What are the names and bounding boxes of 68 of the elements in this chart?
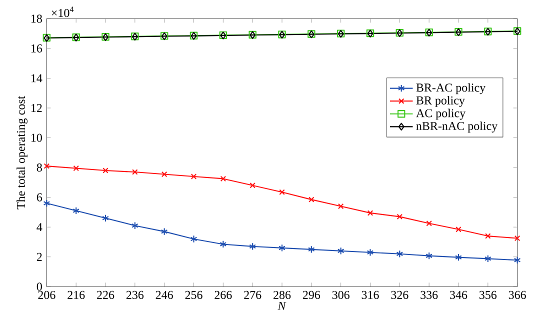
x-tick-label: 256 [185,290,202,299]
x-axis-title: N [278,302,286,310]
point [484,254,492,263]
point [220,176,226,182]
point [366,248,374,256]
point [73,165,79,172]
point [367,210,374,216]
y-tick-label: 18 [31,14,42,23]
point [102,214,109,222]
point [396,214,403,220]
x-tick-label: 206 [38,290,56,300]
point [456,226,462,232]
legend-label: BR-AC policy [416,83,486,94]
point [43,199,50,208]
point [160,228,168,236]
x-tick-label: 326 [391,290,408,299]
y-tick-label: 16 [31,44,42,52]
x-tick-label: 226 [97,290,114,299]
x-tick-label: 236 [126,290,144,299]
text: ×10$^{4}$ [52,6,74,18]
point [161,171,168,178]
y-tick-label: 8 [36,163,42,172]
point [308,246,315,254]
point [220,240,227,248]
y-tick-label: 12 [31,104,42,112]
point [514,256,521,264]
point [337,247,344,255]
x-tick-label: 316 [362,290,379,299]
point [44,163,50,169]
point [396,250,404,258]
y-tick-label: 2 [36,252,42,261]
legend-label: BR policy [416,96,465,107]
legend-label: nBR-nAC policy [416,122,498,133]
point [190,235,198,243]
point [132,222,138,230]
point [250,182,256,188]
point [132,169,138,175]
point [308,196,314,202]
point [249,242,256,250]
y-tick-label: 10 [31,134,42,142]
y-axis-title: The total operating cost [16,96,28,210]
y-tick-label: 14 [31,74,42,82]
x-tick-label: 346 [450,290,468,299]
x-tick-label: 286 [274,290,291,300]
point [338,203,344,210]
point [278,244,286,252]
x-tick-label: 356 [479,290,497,299]
legend-label: AC policy [416,108,466,120]
x-tick-label: 366 [508,290,526,299]
point [426,252,432,260]
point [72,206,80,215]
point [426,220,432,226]
point [190,174,197,180]
x-tick-label: 306 [332,290,350,300]
y-tick-label: 0 [36,282,42,291]
x-tick-label: 276 [244,290,262,299]
x-tick-label: 266 [214,290,232,299]
y-tick-label: 6 [36,193,42,202]
x-tick-label: 336 [420,290,438,299]
point [279,189,285,196]
x-tick-label: 216 [68,290,85,299]
point [485,233,491,239]
x-tick-label: 296 [302,290,320,299]
point [514,235,520,242]
point [102,168,108,174]
y-tick-label: 4 [36,223,42,232]
point [455,253,462,262]
x-tick-label: 246 [156,290,173,299]
